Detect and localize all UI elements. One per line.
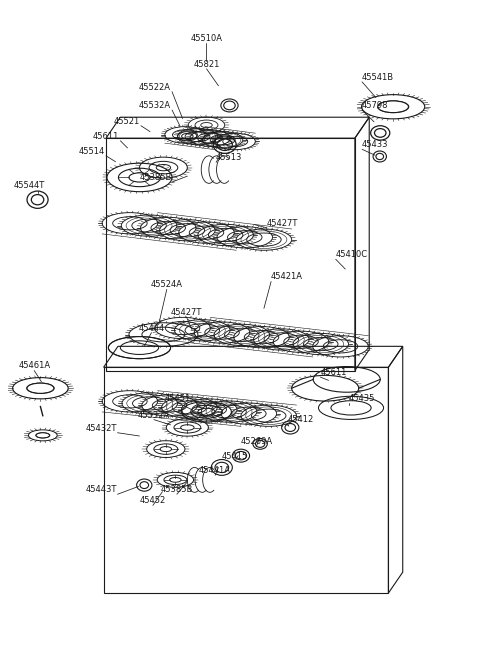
Text: 45385B: 45385B: [140, 173, 172, 182]
Text: 45461A: 45461A: [18, 361, 50, 371]
Text: 45611: 45611: [321, 368, 347, 377]
Text: 45521: 45521: [113, 117, 140, 126]
Text: 45821: 45821: [193, 60, 220, 69]
Text: 45514: 45514: [79, 147, 105, 155]
Text: 45524A: 45524A: [151, 280, 183, 289]
Text: 45427T: 45427T: [267, 218, 298, 228]
Text: 45412: 45412: [288, 415, 314, 424]
Text: 45611: 45611: [93, 132, 120, 140]
Text: 45432T: 45432T: [85, 424, 117, 433]
Text: 45435: 45435: [349, 394, 375, 403]
Text: 45510A: 45510A: [191, 34, 223, 43]
Text: 45452: 45452: [140, 497, 166, 505]
Text: 45385B: 45385B: [161, 485, 193, 494]
Text: 45451: 45451: [165, 394, 191, 403]
Text: 45522A: 45522A: [139, 83, 170, 92]
Text: 45427T: 45427T: [171, 308, 202, 317]
Text: 45441A: 45441A: [199, 466, 231, 475]
Text: 45443T: 45443T: [85, 485, 117, 494]
Text: 45541B: 45541B: [362, 73, 394, 83]
Text: 45513: 45513: [216, 154, 242, 162]
Text: 45433: 45433: [362, 140, 388, 149]
Text: 45410C: 45410C: [336, 250, 368, 259]
Text: 45532A: 45532A: [138, 411, 170, 420]
Text: 45444: 45444: [138, 323, 165, 333]
Text: 45421A: 45421A: [271, 272, 303, 281]
Text: 45532A: 45532A: [138, 101, 170, 110]
Text: 45269A: 45269A: [240, 438, 272, 446]
Text: 45415: 45415: [222, 452, 248, 461]
Text: 45798: 45798: [362, 101, 388, 110]
Text: 45544T: 45544T: [14, 181, 45, 190]
